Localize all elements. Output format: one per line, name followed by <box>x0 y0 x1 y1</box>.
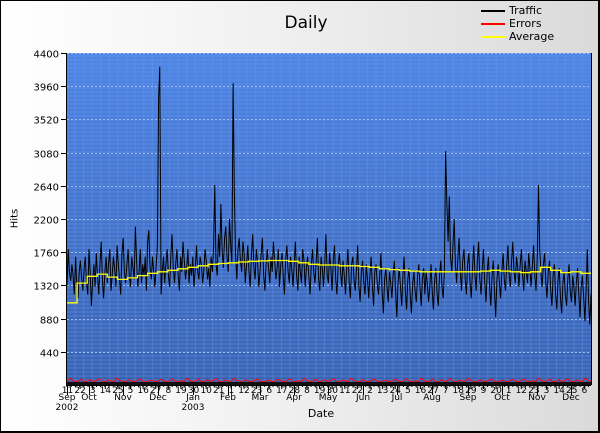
legend-label-errors: Errors <box>509 17 542 30</box>
svg-text:16: 16 <box>415 386 427 396</box>
svg-text:29: 29 <box>465 386 477 396</box>
right-border <box>598 0 600 432</box>
svg-text:12: 12 <box>516 386 527 396</box>
svg-text:Oct: Oct <box>494 393 510 403</box>
svg-text:10: 10 <box>200 386 212 396</box>
svg-text:3520: 3520 <box>34 116 59 127</box>
svg-text:24: 24 <box>390 386 402 396</box>
svg-text:12: 12 <box>238 386 249 396</box>
svg-text:Apr: Apr <box>286 393 302 403</box>
svg-text:Oct: Oct <box>81 393 97 403</box>
svg-text:Mar: Mar <box>252 393 269 403</box>
svg-text:2640: 2640 <box>34 183 59 194</box>
svg-text:17: 17 <box>276 386 287 396</box>
average-swatch-icon <box>481 35 505 38</box>
svg-text:1320: 1320 <box>34 282 59 293</box>
svg-text:May: May <box>319 393 338 403</box>
svg-text:18: 18 <box>453 386 465 396</box>
svg-text:2200: 2200 <box>34 216 59 227</box>
svg-text:3: 3 <box>544 386 550 396</box>
svg-text:Aug: Aug <box>423 393 441 403</box>
svg-text:7: 7 <box>443 386 449 396</box>
svg-text:440: 440 <box>40 349 59 360</box>
svg-text:Sep: Sep <box>460 393 477 403</box>
svg-text:Nov: Nov <box>114 393 132 403</box>
svg-text:3080: 3080 <box>34 150 59 161</box>
svg-text:2: 2 <box>367 386 373 396</box>
svg-text:Jul: Jul <box>391 393 403 403</box>
svg-text:1760: 1760 <box>34 249 59 260</box>
chart-title: Daily <box>284 13 328 33</box>
svg-text:14: 14 <box>553 386 565 396</box>
svg-text:1: 1 <box>229 386 235 396</box>
svg-text:23: 23 <box>251 386 262 396</box>
svg-text:Dec: Dec <box>149 393 166 403</box>
svg-text:14: 14 <box>100 386 112 396</box>
svg-text:Jan: Jan <box>185 393 200 403</box>
svg-text:8: 8 <box>165 386 171 396</box>
svg-text:Sep: Sep <box>59 393 76 403</box>
svg-text:13: 13 <box>377 386 388 396</box>
svg-text:9: 9 <box>481 386 487 396</box>
svg-text:880: 880 <box>40 316 59 327</box>
legend-item-traffic: Traffic <box>481 4 554 17</box>
svg-text:23: 23 <box>528 386 539 396</box>
svg-text:6: 6 <box>266 386 272 396</box>
svg-text:22: 22 <box>352 386 363 396</box>
svg-text:5: 5 <box>405 386 411 396</box>
errors-swatch-icon <box>481 22 505 25</box>
legend: Traffic Errors Average <box>481 4 554 43</box>
svg-text:22: 22 <box>74 386 85 396</box>
legend-label-average: Average <box>509 30 555 43</box>
svg-text:11: 11 <box>339 386 350 396</box>
legend-item-errors: Errors <box>481 17 554 30</box>
svg-text:5: 5 <box>128 386 134 396</box>
svg-text:25: 25 <box>112 386 123 396</box>
svg-text:3: 3 <box>90 386 96 396</box>
svg-text:Nov: Nov <box>528 393 546 403</box>
svg-text:19: 19 <box>175 386 187 396</box>
svg-text:6: 6 <box>581 386 587 396</box>
svg-text:27: 27 <box>150 386 161 396</box>
svg-text:16: 16 <box>137 386 149 396</box>
x-axis-label: Date <box>307 407 335 420</box>
svg-text:4400: 4400 <box>34 50 59 61</box>
svg-text:20: 20 <box>490 386 502 396</box>
svg-text:2002: 2002 <box>56 403 79 413</box>
svg-text:2003: 2003 <box>182 403 205 413</box>
svg-text:3960: 3960 <box>34 83 59 94</box>
svg-text:30: 30 <box>326 386 338 396</box>
svg-text:21: 21 <box>213 386 224 396</box>
legend-label-traffic: Traffic <box>509 4 543 17</box>
svg-text:1: 1 <box>506 386 512 396</box>
svg-text:Jun: Jun <box>355 393 370 403</box>
svg-text:Feb: Feb <box>220 393 236 403</box>
svg-text:27: 27 <box>427 386 438 396</box>
legend-item-average: Average <box>481 30 554 43</box>
svg-text:19: 19 <box>314 386 326 396</box>
traffic-swatch-icon <box>481 9 505 12</box>
svg-text:8: 8 <box>304 386 310 396</box>
svg-text:Dec: Dec <box>562 393 579 403</box>
